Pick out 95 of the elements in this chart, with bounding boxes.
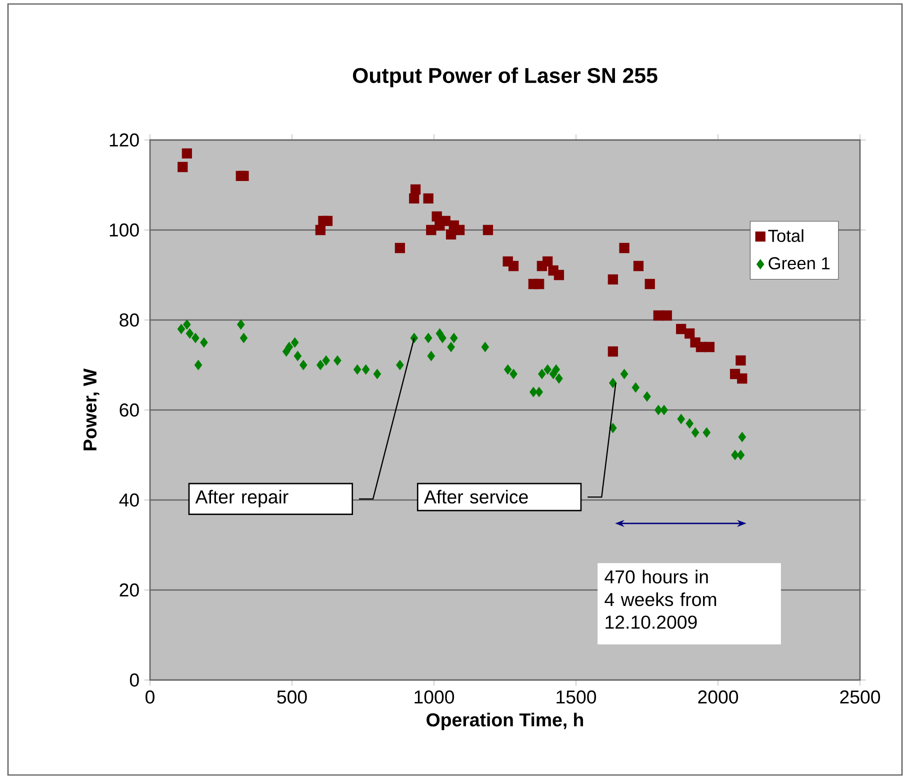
point <box>632 382 640 393</box>
y-tick-label: 100 <box>110 223 139 237</box>
point <box>322 216 333 226</box>
y-tick-label: 20 <box>120 583 139 597</box>
point <box>482 224 494 236</box>
point <box>240 332 248 344</box>
legend-label: Green 1 <box>768 257 830 270</box>
point <box>737 373 748 384</box>
point <box>200 337 208 348</box>
point <box>353 364 362 375</box>
point <box>362 364 370 375</box>
point <box>704 342 715 352</box>
point <box>447 342 455 352</box>
point <box>542 256 553 267</box>
point <box>299 360 308 370</box>
point <box>620 368 628 380</box>
point <box>736 450 745 460</box>
x-tick-label: 1000 <box>414 690 454 704</box>
point <box>194 360 202 370</box>
chart-title: Output Power of Laser SN 255 <box>352 67 658 88</box>
y-tick-label: 0 <box>130 673 139 687</box>
point <box>609 378 617 388</box>
point <box>192 332 200 344</box>
point <box>440 216 450 226</box>
point <box>410 184 421 195</box>
point <box>426 224 436 236</box>
legend-label: Total <box>768 229 804 242</box>
point <box>654 404 662 416</box>
point <box>552 364 560 375</box>
point <box>619 242 630 254</box>
point <box>736 355 746 366</box>
point <box>608 274 618 285</box>
point <box>555 373 563 384</box>
point <box>294 350 302 362</box>
point <box>450 332 458 344</box>
point <box>508 260 519 272</box>
y-tick-label: 80 <box>120 313 139 327</box>
point <box>535 386 543 398</box>
point <box>510 368 518 380</box>
point <box>396 360 404 370</box>
point <box>534 278 544 290</box>
annotation: 470 hours in 4 weeks from 12.10.2009 <box>604 570 716 629</box>
point <box>609 422 617 434</box>
point <box>731 450 739 460</box>
point <box>481 342 489 352</box>
point <box>186 328 194 339</box>
x-tick-label: 2000 <box>698 690 738 704</box>
point <box>691 427 700 438</box>
point <box>423 193 434 204</box>
point <box>178 162 188 172</box>
x-tick-label: 500 <box>277 690 307 704</box>
x-tick-label: 0 <box>146 690 154 704</box>
y-tick-label: 60 <box>120 403 139 417</box>
y-tick-label: 40 <box>119 493 139 507</box>
point <box>182 148 192 159</box>
point <box>334 355 342 366</box>
point <box>177 324 186 334</box>
point <box>454 224 465 236</box>
y-axis-title: Power, W <box>84 368 100 450</box>
point <box>183 319 191 330</box>
point <box>633 260 644 272</box>
point <box>662 310 672 321</box>
point <box>285 342 294 352</box>
point <box>394 242 405 254</box>
point <box>316 360 324 370</box>
point <box>686 418 694 429</box>
point <box>660 404 668 416</box>
point <box>438 332 446 344</box>
y-tick-label: 120 <box>110 133 139 147</box>
point <box>554 270 564 280</box>
point <box>373 368 382 380</box>
point <box>530 386 538 398</box>
point <box>544 364 552 375</box>
point <box>684 328 695 339</box>
point <box>738 432 746 442</box>
annotation: After repair <box>195 490 288 508</box>
point <box>238 170 249 182</box>
point <box>290 337 299 348</box>
x-tick-label: 2500 <box>840 690 880 704</box>
point <box>677 414 685 424</box>
point <box>504 364 512 375</box>
point <box>424 332 432 344</box>
x-axis-title: Operation Time, h <box>426 712 584 730</box>
point <box>538 368 546 380</box>
point <box>427 350 436 362</box>
point <box>702 427 711 438</box>
annotation: After service <box>424 490 528 504</box>
point <box>315 224 326 236</box>
point <box>322 355 330 366</box>
point <box>644 278 655 290</box>
point <box>608 346 618 357</box>
x-tick-label: 1500 <box>556 690 596 704</box>
point <box>676 324 686 334</box>
point <box>237 319 245 330</box>
point <box>643 391 651 402</box>
